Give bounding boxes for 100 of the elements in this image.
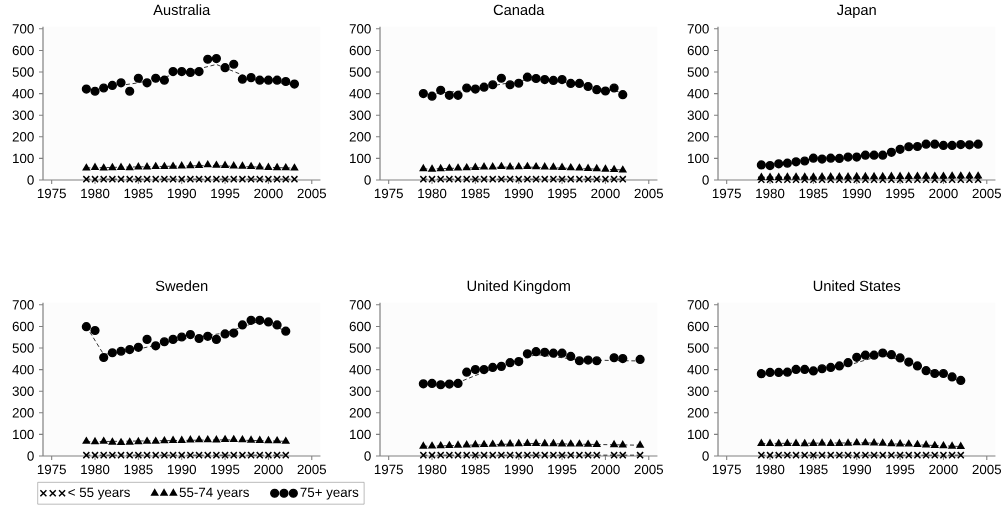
point [194,66,204,77]
point [860,150,870,160]
point [90,86,100,96]
y-tick-label: 600 [12,45,34,56]
x-tick-label: 2005 [972,464,1002,475]
point [964,140,975,150]
point [834,361,844,371]
point [418,379,428,389]
point [756,369,766,379]
x-tick-label: 1980 [756,464,785,475]
chart-title: Australia [153,4,211,16]
point [90,325,100,336]
point [264,163,273,170]
point [289,79,300,89]
point [843,152,853,162]
point [203,331,213,341]
point [757,439,766,446]
point [834,153,844,164]
point [221,435,229,443]
y-tick-label: 100 [350,429,371,440]
point [186,161,195,169]
point [870,438,878,446]
point [765,367,775,378]
point [238,161,247,169]
point [436,441,445,449]
point [454,441,462,448]
y-tick-label: 400 [12,88,34,99]
point [844,172,852,180]
point [290,163,299,171]
point [470,84,480,94]
point [247,162,255,170]
y-tick-label: 500 [687,67,709,77]
point [177,436,186,443]
y-tick-label: 500 [687,343,709,353]
point [636,441,644,448]
point [896,439,904,447]
point [221,161,229,169]
point [531,73,541,84]
x-tick-label: 1975 [712,464,741,475]
point [514,78,524,88]
point [931,172,939,179]
x-tick-label: 1995 [886,464,915,475]
point [81,84,91,94]
point [462,440,471,448]
point [756,160,766,170]
point [609,83,619,93]
y-tick-label: 0 [364,175,371,185]
point [159,337,169,347]
point [618,90,628,100]
point [273,436,281,444]
x-tick-label: 1990 [842,464,872,475]
point [792,172,800,180]
point [522,72,532,82]
point [826,172,835,180]
point [575,163,584,171]
point [948,171,956,179]
point [957,171,965,179]
x-tick-label: 2005 [634,464,664,475]
point [948,442,956,449]
point [879,439,887,446]
point [783,172,792,180]
x-tick-label: 1995 [211,464,240,475]
x-tick-label: 1980 [756,188,785,199]
point [159,75,169,85]
point [125,437,134,445]
point [281,326,291,336]
point [870,172,878,180]
point [247,436,255,443]
point [151,437,160,444]
point [878,150,888,160]
point [869,150,879,160]
y-tick-label: 300 [349,110,371,120]
point [523,162,532,170]
x-tick-label: 2005 [972,188,1002,199]
point [125,86,135,96]
point [791,364,801,374]
point [282,163,290,171]
x-tick-label: 1985 [799,464,828,475]
point [774,159,784,169]
y-tick-label: 200 [349,408,371,418]
point [792,439,800,446]
point [195,161,203,169]
point [584,440,592,447]
point [956,139,966,150]
point [809,172,818,180]
point [419,164,428,172]
point [973,139,983,149]
y-tick-label: 0 [702,451,709,461]
y-tick-label: 100 [688,429,709,440]
y-tick-label: 0 [364,451,371,461]
point [168,334,178,344]
point [246,73,256,83]
x-tick-label: 1980 [81,464,110,475]
point [584,164,592,172]
point [185,330,195,340]
point [488,362,498,373]
point [186,435,195,443]
x-tick-label: 1985 [124,188,153,199]
point [593,164,601,172]
point [844,439,852,446]
